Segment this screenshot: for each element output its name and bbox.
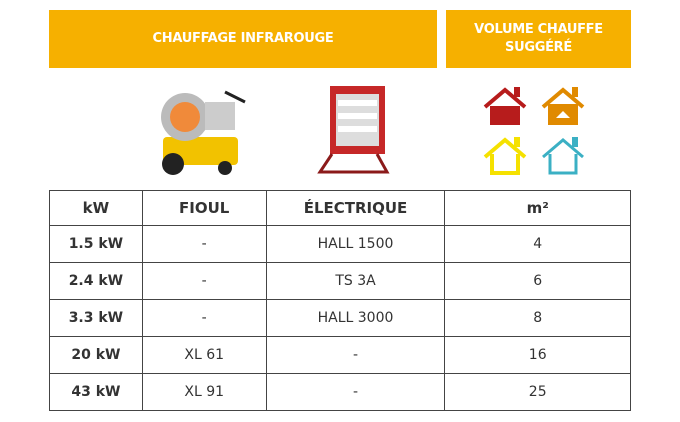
cell-area: 6 [444,262,631,300]
table-header-row: kW FIOUL ÉLECTRIQUE m² [49,190,631,226]
cell-area: 16 [444,336,631,374]
table-row: 20 kW XL 61-16 [49,336,631,374]
column-header-kw: kW [49,190,143,226]
suggested-volume-header: VOLUME CHAUFFE SUGGÉRÉ [446,10,631,68]
cell-fuel: - [141,299,267,337]
house-orange-icon [541,87,585,125]
fuel-heater-image [161,90,246,175]
heater-table: kW FIOUL ÉLECTRIQUE m² 1.5 kW - HALL 1500 4… [49,190,631,411]
column-header-area: m² [444,190,631,226]
table-row: 43 kW XL 91-25 [49,373,631,411]
cell-kw: 43 kW [49,373,143,411]
electric-heater-image [317,86,390,174]
cell-electric: TS 3A [265,262,446,300]
cell-kw: 2.4 kW [49,262,143,300]
cell-fuel: - [141,225,267,263]
cell-fuel: - [141,262,267,300]
cell-area: 4 [444,225,631,263]
header-title-line2: SUGGÉRÉ [505,40,572,55]
cell-electric: HALL 3000 [265,299,446,337]
cell-kw: 3.3 kW [49,299,143,337]
table-row: 2.4 kW - TS 3A 6 [49,262,631,300]
cell-electric: - [265,336,446,374]
house-yellow-icon [483,137,527,175]
house-blue-icon [542,137,584,175]
cell-fuel: XL 91 [141,373,267,411]
table-row: 1.5 kW - HALL 1500 4 [49,225,631,263]
cell-area: 8 [444,299,631,337]
cell-kw: 1.5 kW [49,225,143,263]
header-title-line1: VOLUME CHAUFFE [474,22,603,37]
cell-area: 25 [444,373,631,411]
column-header-fuel: FIOUL [141,190,267,226]
house-red-icon [483,87,527,125]
house-icons [483,87,585,175]
header-title: CHAUFFAGE INFRAROUGE [152,31,334,46]
cell-electric: HALL 1500 [265,225,446,263]
column-header-electric: ÉLECTRIQUE [265,190,446,226]
infrared-heating-header: CHAUFFAGE INFRAROUGE [49,10,437,68]
cell-electric: - [265,373,446,411]
cell-kw: 20 kW [49,336,143,374]
cell-fuel: XL 61 [141,336,267,374]
table-row: 3.3 kW - HALL 3000 8 [49,299,631,337]
